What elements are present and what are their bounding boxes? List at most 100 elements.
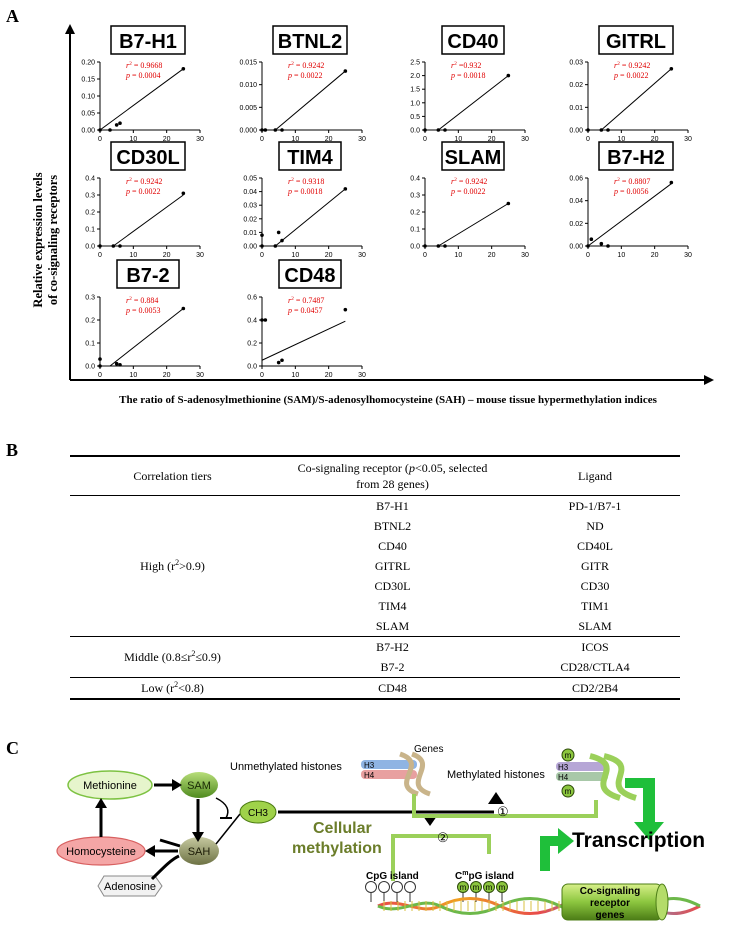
tier-middle-sup: 2 xyxy=(191,649,196,658)
r2-label: r2 = 0.9242 xyxy=(451,177,487,186)
y-tick-label: 1.5 xyxy=(410,87,420,94)
r2-symbol: r xyxy=(288,177,292,186)
x-tick-label: 0 xyxy=(98,252,102,259)
r2-symbol: r xyxy=(288,296,292,305)
y-tick-label: 0.00 xyxy=(243,244,257,251)
methyl-histone-h4-bar xyxy=(556,772,608,781)
tier-middle-post: ≤0.9) xyxy=(195,650,221,664)
r2-exponent: 2 xyxy=(454,61,457,67)
x-tick-label: 10 xyxy=(291,252,299,259)
x-tick-label: 20 xyxy=(163,372,171,379)
unmethylated-histones-label: Unmethylated histones xyxy=(230,761,342,773)
x-tick-label: 10 xyxy=(291,372,299,379)
cpg-island-label: CpG island xyxy=(366,871,419,882)
y-axis-label-line1: Relative expression levels xyxy=(31,172,45,307)
fit-line xyxy=(438,75,509,131)
x-tick-label: 20 xyxy=(488,252,496,259)
data-point xyxy=(436,244,441,248)
table-row: Middle (0.8≤r2≤0.9) B7-H2 ICOS xyxy=(70,636,680,678)
y-tick-label: 0.20 xyxy=(81,60,95,67)
methylation-down-arrowhead xyxy=(423,816,437,826)
subplot-btnl2: BTNL2 0.000 0.005 0.010 0.015 0 10 20 30 r2 = 0.9… xyxy=(239,25,366,143)
p-symbol: p xyxy=(125,306,130,315)
header-receptor-part1: Co-signaling receptor ( xyxy=(297,461,409,475)
r2-label: r2 = 0.8807 xyxy=(614,177,650,186)
y-tick-label: 0.2 xyxy=(247,341,257,348)
receptor-cell: TIM4 xyxy=(378,598,407,613)
data-point xyxy=(276,230,281,235)
y-tick-label: 0.15 xyxy=(81,77,95,84)
r2-value: = 0.884 xyxy=(132,296,159,305)
y-tick-label: 0.3 xyxy=(85,193,95,200)
ligand-cell: CD2/2B4 xyxy=(510,677,680,700)
tier-high: High (r2>0.9) xyxy=(70,496,275,637)
ligand-cell: GITR xyxy=(581,558,609,573)
panel-a-chart-grid: Relative expression levels of co-signali… xyxy=(31,24,714,406)
ch3-label: CH3 xyxy=(248,808,268,819)
subplot-cd30l: CD30L 0.0 0.1 0.2 0.3 0.4 0 10 20 30 r2 = 0.9242p … xyxy=(85,141,204,259)
subplot-tim4: TIM4 0.00 0.01 0.02 0.03 0.04 0.05 0 10 20 30 r2 = … xyxy=(243,141,366,259)
x-tick-label: 10 xyxy=(129,136,137,143)
r2-symbol: r xyxy=(288,61,292,70)
tier-low-post: <0.8) xyxy=(178,681,204,695)
data-point xyxy=(98,128,102,132)
y-tick-label: 0.5 xyxy=(410,114,420,121)
subplot-title: B7-H1 xyxy=(119,31,177,53)
cycle-arrows xyxy=(99,783,200,881)
y-tick-label: 0.03 xyxy=(569,60,583,67)
x-tick-label: 10 xyxy=(454,252,462,259)
subplot-title-box xyxy=(116,259,180,289)
x-tick-label: 30 xyxy=(684,252,692,259)
fit-line xyxy=(99,68,184,131)
x-tick-label: 10 xyxy=(129,252,137,259)
data-point xyxy=(443,128,447,132)
y-tick-label: 0.0 xyxy=(410,128,420,135)
ligand-cell: CD30 xyxy=(580,578,610,593)
data-point xyxy=(589,237,594,241)
y-tick-label: 0.06 xyxy=(569,176,583,183)
data-point xyxy=(506,201,511,206)
p-value: = 0.0022 xyxy=(292,71,323,80)
r2-label: r2 = 0.9242 xyxy=(614,61,650,70)
y-tick-label: 0.6 xyxy=(247,295,257,302)
r2-exponent: 2 xyxy=(129,177,132,183)
subplot-title-box xyxy=(110,141,186,171)
gene-coil-left xyxy=(399,751,431,797)
methyl-mark-group: m m xyxy=(561,748,575,798)
methylation-arrow-head xyxy=(488,792,504,804)
y-tick-label: 0.01 xyxy=(569,105,583,112)
adenosine-label: Adenosine xyxy=(104,881,156,893)
data-point xyxy=(280,358,284,363)
step2-marker: ② xyxy=(437,830,449,845)
r2-symbol: r xyxy=(126,61,130,70)
subplot-title: GITRL xyxy=(606,31,666,53)
r2-exponent: 2 xyxy=(617,61,620,67)
cmpg-circle xyxy=(470,881,482,893)
p-symbol: p xyxy=(613,71,618,80)
ligand-cell: TIM1 xyxy=(581,598,609,613)
histone-h4-bar xyxy=(361,770,417,779)
r2-value: = 0.9242 xyxy=(457,177,488,186)
sam-label: SAM xyxy=(187,780,211,792)
sah-to-ch3-line xyxy=(215,813,241,845)
x-tick-label: 0 xyxy=(586,136,590,143)
y-tick-label: 0.3 xyxy=(85,295,95,302)
p-symbol: p xyxy=(125,71,130,80)
table-row: CD30L CD30 xyxy=(70,576,680,596)
y-tick-label: 0.00 xyxy=(569,128,583,135)
data-point xyxy=(260,318,264,322)
x-tick-label: 0 xyxy=(98,372,102,379)
methyl-mark xyxy=(561,748,575,762)
x-axis-label: The ratio of S-adenosylmethionine (SAM)/… xyxy=(119,394,658,406)
x-tick-label: 30 xyxy=(358,136,366,143)
data-point xyxy=(273,244,278,248)
tier-low: Low (r2<0.8) xyxy=(70,677,275,700)
fit-line xyxy=(113,194,184,247)
y-tick-label: 0.4 xyxy=(410,176,420,183)
x-tick-label: 0 xyxy=(423,252,427,259)
y-tick-label: 0.02 xyxy=(569,221,583,228)
data-point xyxy=(98,244,102,248)
receptor-cell: SLAM xyxy=(375,618,410,633)
y-tick-label: 0.010 xyxy=(239,82,257,89)
